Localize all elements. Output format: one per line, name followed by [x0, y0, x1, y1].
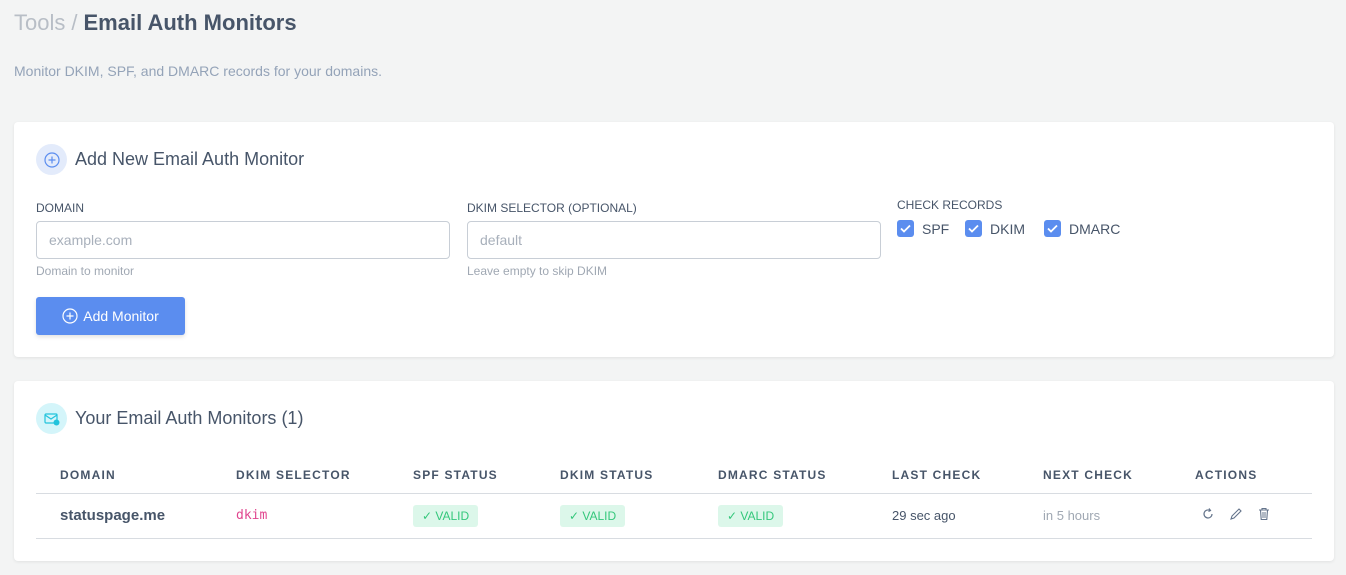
check-records-label: CHECK RECORDS: [897, 198, 1003, 212]
monitors-card: Your Email Auth Monitors (1) DOMAIN DKIM…: [14, 381, 1334, 561]
refresh-icon[interactable]: [1201, 507, 1215, 521]
row-divider: [36, 538, 1312, 539]
col-dkim-status: DKIM STATUS: [560, 468, 654, 482]
page-subtitle: Monitor DKIM, SPF, and DMARC records for…: [14, 63, 383, 79]
dkim-selector-help: Leave empty to skip DKIM: [467, 264, 608, 278]
spf-label: SPF: [922, 220, 950, 237]
col-domain: DOMAIN: [60, 468, 116, 482]
add-monitor-button[interactable]: Add Monitor: [36, 297, 185, 335]
checkmark-icon: [965, 220, 982, 237]
row-next-check: in 5 hours: [1043, 508, 1101, 523]
trash-icon[interactable]: [1257, 507, 1271, 521]
add-monitor-button-label: Add Monitor: [83, 308, 159, 324]
dkim-selector-label: DKIM SELECTOR (OPTIONAL): [467, 201, 637, 215]
add-monitor-title: Add New Email Auth Monitor: [75, 149, 305, 169]
row-last-check: 29 sec ago: [892, 508, 956, 523]
col-actions: ACTIONS: [1195, 468, 1258, 482]
dkim-label: DKIM: [990, 220, 1025, 237]
plus-circle-icon: [36, 144, 67, 175]
mail-check-icon: [36, 403, 67, 434]
dkim-selector-input[interactable]: [467, 221, 881, 259]
checkmark-icon: [897, 220, 914, 237]
dkim-status-badge: ✓ VALID: [560, 505, 626, 527]
dkim-checkbox[interactable]: DKIM: [965, 220, 1025, 237]
spf-checkbox[interactable]: SPF: [897, 220, 949, 237]
col-dkim-selector: DKIM SELECTOR: [236, 468, 351, 482]
col-spf-status: SPF STATUS: [413, 468, 498, 482]
domain-help: Domain to monitor: [36, 264, 135, 278]
plus-circle-icon: [62, 308, 78, 324]
col-next-check: NEXT CHECK: [1043, 468, 1134, 482]
breadcrumb: Tools / Email Auth Monitors: [14, 10, 297, 36]
breadcrumb-separator: /: [71, 10, 78, 35]
breadcrumb-tools-link[interactable]: Tools: [14, 10, 66, 35]
spf-status-badge: ✓ VALID: [413, 505, 479, 527]
row-dkim-selector: dkim: [236, 508, 268, 523]
checkmark-icon: [1044, 220, 1061, 237]
dmarc-label: DMARC: [1069, 220, 1121, 237]
domain-input[interactable]: [36, 221, 450, 259]
edit-icon[interactable]: [1229, 507, 1243, 521]
row-domain: statuspage.me: [60, 507, 166, 524]
page-title: Email Auth Monitors: [83, 10, 297, 35]
domain-label: DOMAIN: [36, 201, 84, 215]
dmarc-checkbox[interactable]: DMARC: [1044, 220, 1120, 237]
monitors-title: Your Email Auth Monitors (1): [75, 408, 304, 428]
col-last-check: LAST CHECK: [892, 468, 982, 482]
col-dmarc-status: DMARC STATUS: [718, 468, 827, 482]
header-divider: [36, 493, 1312, 494]
dmarc-status-badge: ✓ VALID: [718, 505, 784, 527]
add-monitor-card: Add New Email Auth Monitor DOMAIN Domain…: [14, 122, 1334, 357]
